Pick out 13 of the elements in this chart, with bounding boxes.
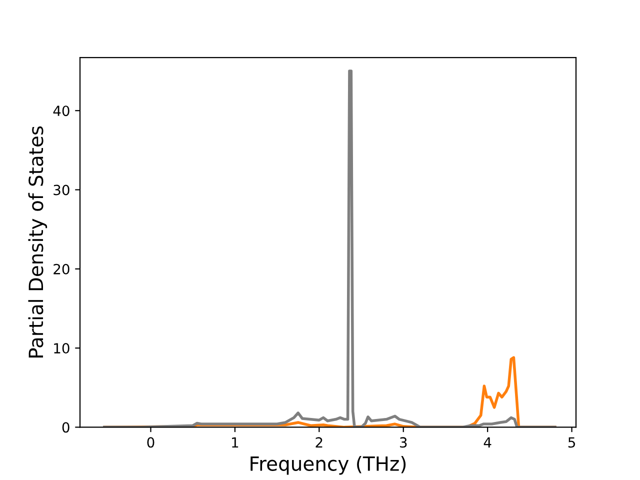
y-tick-label: 30 [54, 184, 70, 196]
x-tick-label: 1 [232, 437, 238, 448]
x-tick-label: 0 [147, 437, 154, 448]
x-axis-title: Frequency (THz) [250, 456, 406, 475]
y-tick-label: 0 [62, 422, 70, 433]
y-tick-label: 10 [54, 343, 70, 354]
x-tick-label: 3 [400, 437, 407, 448]
x-tick-label: 5 [568, 437, 575, 448]
x-tick-label: 4 [484, 437, 492, 448]
y-tick-label: 40 [53, 106, 70, 116]
y-axis-title: Partial Density of States [28, 126, 48, 358]
y-tick-label: 20 [54, 264, 70, 274]
x-tick-label: 2 [316, 437, 322, 448]
